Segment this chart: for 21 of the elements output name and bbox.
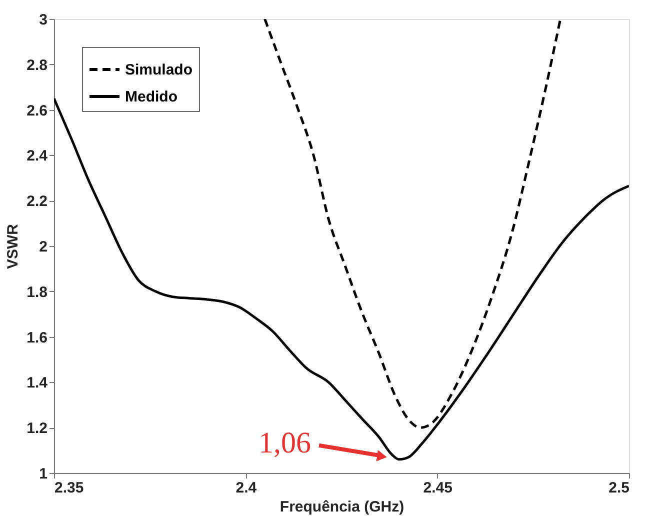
y-tick-label: 1.6 <box>26 329 48 346</box>
legend-label: Simulado <box>125 62 193 78</box>
legend-label: Medido <box>125 88 178 106</box>
y-tick-label: 1.4 <box>26 374 48 392</box>
y-tick-label: 2.8 <box>26 56 48 74</box>
line-series <box>264 19 562 429</box>
y-tick-label: 1 <box>39 466 48 482</box>
x-axis-title: Frequência (GHz) <box>280 498 404 516</box>
y-tick-label: 2.4 <box>26 148 48 165</box>
x-tick-label: 2.5 <box>608 480 630 496</box>
y-tick-label: 3 <box>39 12 48 28</box>
y-tick-label: 2.6 <box>26 102 48 120</box>
y-axis-title: VSWR <box>4 224 22 269</box>
x-tick-label: 2.4 <box>236 480 258 496</box>
annotation: 1,06 <box>258 426 311 460</box>
y-tick-label: 2.2 <box>26 193 48 210</box>
y-tick-label: 1.8 <box>26 284 48 301</box>
y-tick-label: 1.2 <box>26 420 48 438</box>
x-tick-label: 2.45 <box>423 480 452 496</box>
y-tick-label: 2 <box>39 238 48 256</box>
x-tick-label: 2.35 <box>54 480 84 496</box>
